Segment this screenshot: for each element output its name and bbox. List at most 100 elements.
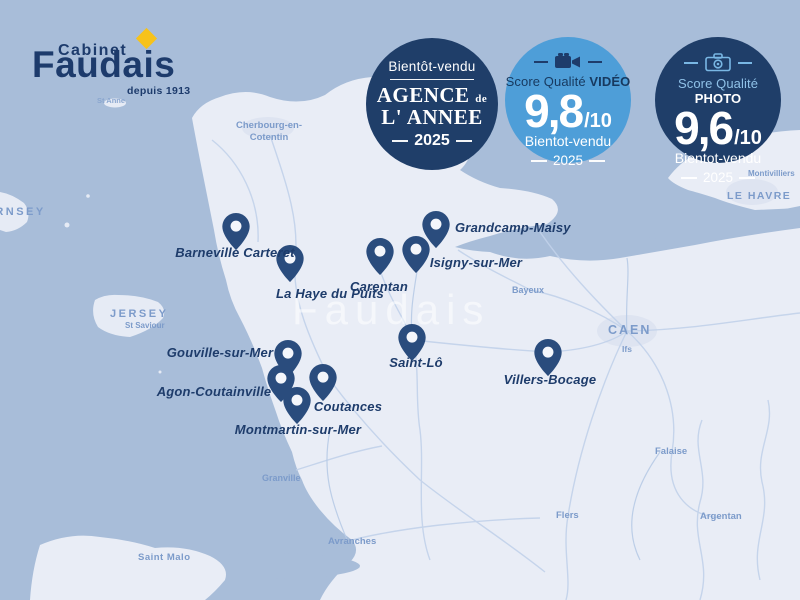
pin-label-gouville-sur-mer: Gouville-sur-Mer	[166, 345, 274, 360]
dash-right	[738, 61, 752, 64]
pin-icon	[398, 323, 426, 362]
pin-label-isigny-sur-mer: Isigny-sur-Mer	[429, 255, 523, 270]
jersey-island	[93, 294, 165, 337]
photo-icon-row	[684, 53, 752, 72]
place-label-ifs: Ifs	[622, 344, 632, 354]
pin-icon	[366, 237, 394, 276]
pin-icon	[276, 244, 304, 283]
award-de: de	[475, 93, 488, 105]
photo-score-outof: /10	[734, 127, 762, 149]
photo-score-badge: Score Qualité PHOTO 9,6 /10 Bientot-vend…	[655, 37, 781, 185]
map-pin-villers-bocage[interactable]	[533, 338, 563, 377]
place-label-flers: Flers	[556, 510, 579, 521]
pin-label-montmartin-sur-mer: Montmartin-sur-Mer	[234, 422, 362, 437]
dash-left	[534, 60, 548, 63]
dash-left	[530, 159, 547, 162]
logo-brand-text: Faudais	[32, 44, 176, 85]
award-title-line1: AGENCE de	[377, 84, 488, 106]
mainland-normandy	[192, 77, 800, 600]
video-quality-label: Score Qualité VIDÉO	[506, 74, 631, 89]
dash-left	[680, 176, 697, 179]
place-label-falaise: Falaise	[655, 446, 688, 457]
dash-right	[589, 159, 606, 162]
place-label-guernsey: GUERNSEY	[0, 206, 46, 218]
logo-cabinet-text: Cabinet	[58, 42, 128, 59]
video-year-row: 2025	[530, 153, 606, 169]
watermark-text: Faudais	[292, 286, 491, 333]
islet	[158, 370, 162, 374]
dash-left	[392, 140, 409, 143]
place-label-jersey: JERSEY	[110, 308, 169, 320]
pin-label-carentan: Carentan	[350, 279, 408, 294]
map-pin-saint-lo[interactable]	[397, 323, 427, 362]
pin-icon	[222, 212, 250, 251]
video-badge-brand: Bientot-vendu	[524, 133, 612, 150]
pin-label-coutances: Coutances	[313, 399, 383, 414]
map-pin-grandcamp-maisy[interactable]	[421, 210, 451, 249]
pin-icon	[534, 338, 562, 377]
photo-quality-label: Score Qualité PHOTO	[655, 76, 781, 106]
video-score-badge: Score Qualité VIDÉO 9,8 /10 Bientot-vend…	[505, 37, 631, 168]
pin-icon	[402, 235, 430, 274]
place-label-st-saviour: St Saviour	[125, 321, 165, 330]
map-pin-isigny-sur-mer[interactable]	[401, 235, 431, 274]
alderney-island	[104, 98, 126, 108]
pin-label-grandcamp-maisy: Grandcamp-Maisy	[455, 220, 571, 235]
map-pin-barneville-carteret[interactable]	[221, 212, 251, 251]
video-score-row: 9,8 /10	[524, 85, 612, 137]
photo-score-value: 9,6	[674, 102, 734, 154]
quality-label-text: Score Qualité	[677, 76, 759, 91]
place-label-argentan: Argentan	[700, 511, 742, 522]
dash-right	[455, 140, 472, 143]
pin-icon	[283, 386, 311, 425]
pin-icon	[422, 210, 450, 249]
pin-icon	[309, 363, 337, 402]
award-badge-brand: Bientôt-vendu	[388, 59, 476, 74]
video-score-outof: /10	[584, 110, 612, 132]
pin-label-agon-coutainville: Agon-Coutainville	[156, 384, 272, 399]
award-title-line2: L' ANNEE	[381, 105, 483, 130]
video-year: 2025	[552, 153, 584, 169]
quality-label-bold: PHOTO	[694, 91, 742, 106]
video-score-value: 9,8	[524, 85, 584, 137]
video-icon-row	[534, 53, 602, 70]
place-label-montivilliers: Montivilliers	[748, 169, 795, 178]
logo-since-text: depuis 1913	[127, 85, 191, 97]
pin-label-saint-lo: Saint-Lô	[389, 355, 443, 370]
dash-right	[739, 176, 756, 179]
dash-left	[684, 61, 698, 64]
pin-label-barneville-carteret: Barneville Carteret	[175, 245, 295, 260]
award-badge: Bientôt-vendu AGENCE de L' ANNEE 2025	[366, 38, 498, 170]
place-label-le-havre: LE HAVRE	[727, 190, 792, 202]
place-label-bayeux: Bayeux	[512, 285, 545, 295]
pin-label-villers-bocage: Villers-Bocage	[503, 372, 597, 387]
photo-badge-brand: Bientot-vendu	[674, 150, 762, 167]
photo-score-row: 9,6 /10	[674, 102, 762, 154]
place-label-caen: CAEN	[608, 323, 652, 337]
photo-year: 2025	[702, 170, 734, 186]
photo-year-row: 2025	[680, 170, 756, 186]
award-year: 2025	[414, 132, 450, 150]
place-label-cherbourg: Cherbourg-en-Cotentin	[236, 120, 302, 143]
brittany-land	[30, 535, 226, 600]
video-camera-icon	[555, 53, 580, 68]
pin-label-la-haye-du-puits: La Haye du Puits	[276, 286, 384, 301]
dash-right	[588, 60, 602, 63]
place-label-avranches: Avranches	[328, 536, 377, 547]
place-label-granville: Granville	[262, 473, 301, 483]
guernsey-island	[0, 192, 29, 232]
award-agence: AGENCE	[376, 83, 470, 107]
place-label-st-anne: St Anne	[97, 96, 126, 105]
place-label-saint-malo: Saint Malo	[138, 552, 191, 563]
divider	[390, 79, 474, 80]
islet	[86, 194, 90, 198]
map-pin-carentan[interactable]	[365, 237, 395, 276]
map-pin-montmartin-sur-mer[interactable]	[282, 386, 312, 425]
quality-label-bold: VIDÉO	[589, 74, 631, 89]
map-pin-la-haye-du-puits[interactable]	[275, 244, 305, 283]
photo-camera-icon	[705, 53, 731, 72]
islet	[64, 222, 70, 228]
map-pin-coutances[interactable]	[308, 363, 338, 402]
